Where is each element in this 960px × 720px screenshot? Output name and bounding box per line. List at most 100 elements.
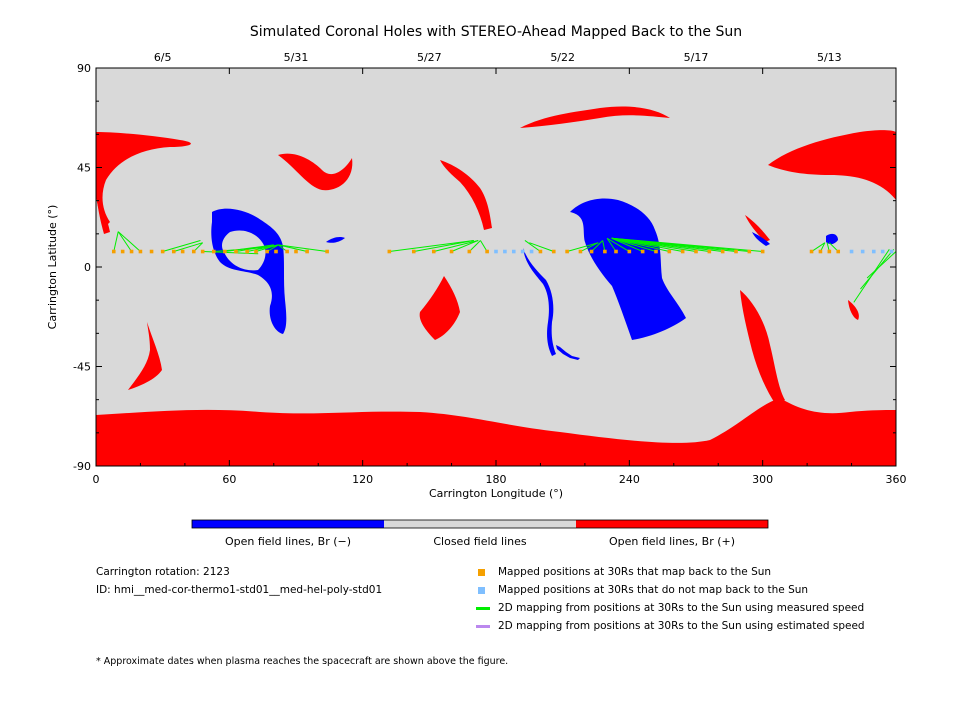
x-tick-label: 120 — [352, 473, 373, 486]
east-arc-negative-region — [523, 248, 556, 356]
measured-speed-segment — [413, 239, 474, 253]
chart-title: Simulated Coronal Holes with STEREO-Ahea… — [250, 24, 742, 40]
mapped-point — [245, 249, 249, 254]
top-date-axis: 6/5 5/31 5/27 5/22 5/17 5/13 — [154, 51, 842, 64]
y-tick-label: 90 — [77, 62, 91, 75]
legend-label-mapped: Mapped positions at 30Rs that map back t… — [498, 566, 772, 578]
mapped-point — [171, 249, 176, 254]
y-tick-label: -45 — [73, 361, 91, 374]
mapped-point — [720, 249, 725, 254]
mapped-point — [589, 249, 594, 254]
mapped-point — [387, 249, 392, 254]
x-axis-label: Carrington Longitude (°) — [429, 487, 563, 500]
colorbar-closed — [384, 520, 576, 528]
mapped-point — [285, 249, 289, 254]
model-id-text: ID: hmi__med-cor-thermo1-std01__med-hel-… — [96, 584, 383, 596]
mapped-point — [551, 249, 556, 254]
measured-speed-segment — [266, 244, 279, 252]
mapped-point — [747, 249, 752, 254]
y-tick-label: 0 — [84, 261, 91, 274]
mapped-point — [680, 249, 685, 254]
north-arc-positive-region — [278, 153, 353, 191]
measured-speed-segment — [591, 240, 604, 252]
colorbar-negative — [192, 520, 384, 528]
legend-swatch-measured-speed — [476, 607, 490, 610]
measured-speed-segment — [602, 240, 606, 252]
measured-speed-segment — [524, 240, 541, 252]
unmapped-point — [529, 249, 534, 254]
x-tick-label: 360 — [886, 473, 907, 486]
x-tick-label: 300 — [752, 473, 773, 486]
south-polar-positive-region — [96, 398, 896, 466]
unmapped-point — [494, 249, 498, 254]
far-east-negative-region — [826, 233, 838, 245]
x-tick-label: 60 — [222, 473, 236, 486]
legend-swatch-estimated-speed — [476, 625, 490, 628]
mapped-point — [694, 249, 698, 254]
legend-swatch-mapped — [478, 569, 485, 576]
measured-speed-segment — [235, 244, 274, 253]
measured-speed-segment — [606, 237, 617, 252]
mapped-point — [111, 249, 116, 254]
mapped-points — [111, 249, 894, 254]
unmapped-point — [871, 249, 876, 254]
west-negative-region — [211, 208, 287, 334]
top-date-label: 5/31 — [284, 51, 309, 64]
mapped-point — [836, 249, 841, 254]
mapped-point — [191, 249, 196, 254]
mapped-point — [294, 249, 298, 254]
measured-speed-segment — [173, 242, 203, 253]
mapped-point — [180, 249, 185, 254]
unmapped-point — [520, 249, 525, 254]
mapped-point — [305, 249, 309, 254]
mapped-point — [627, 249, 632, 254]
legend-label-estimated-speed: 2D mapping from positions at 30Rs to the… — [498, 620, 865, 632]
mapped-point — [160, 249, 165, 254]
x-tick-label: 240 — [619, 473, 640, 486]
mapped-point — [265, 249, 269, 254]
unmapped-point — [889, 249, 894, 254]
top-date-label: 6/5 — [154, 51, 172, 64]
measured-speed-segment — [255, 244, 279, 253]
south-lobe-positive-region — [740, 290, 785, 405]
mapped-point — [818, 249, 823, 254]
measured-speed-segment — [611, 237, 643, 252]
measured-speed-segment — [451, 240, 479, 252]
unmapped-point — [511, 249, 516, 254]
colorbar-frame — [191, 519, 769, 529]
mapped-point — [640, 249, 645, 254]
east-dots-negative-region — [556, 345, 580, 360]
measured-speed-segment — [117, 231, 132, 252]
northeast-small-positive-region — [745, 215, 770, 242]
mapped-point — [538, 249, 543, 254]
colorbar-label-closed: Closed field lines — [433, 535, 527, 548]
unmapped-point — [503, 249, 507, 254]
mapped-point — [129, 249, 134, 254]
measured-speed-segment — [580, 242, 599, 252]
mid-south-arc-positive-region — [439, 292, 452, 326]
mapped-point — [274, 249, 278, 254]
northwest-arc-positive-region — [96, 190, 110, 234]
northwest-positive-region — [96, 132, 191, 226]
measured-speed-segment — [480, 240, 488, 252]
east-strip-negative-region — [752, 232, 770, 246]
y-axis-label: Carrington Latitude (°) — [46, 205, 59, 330]
colorbar-positive — [576, 520, 768, 528]
mapped-point — [234, 249, 238, 254]
x-tick-label: 0 — [93, 473, 100, 486]
top-date-label: 5/13 — [817, 51, 842, 64]
top-date-label: 5/22 — [550, 51, 575, 64]
mapped-point — [707, 249, 712, 254]
carrington-rotation-text: Carrington rotation: 2123 — [96, 566, 230, 578]
y-tick-label: -90 — [73, 460, 91, 473]
mapped-point — [603, 249, 607, 254]
measured-speed-segment — [811, 242, 826, 252]
measured-speed-segment — [389, 239, 474, 253]
north-thin-positive-region — [520, 106, 670, 128]
mapped-point — [325, 249, 329, 254]
mapped-point — [200, 249, 205, 254]
legend-label-unmapped: Mapped positions at 30Rs that do not map… — [498, 584, 809, 596]
unmapped-point — [849, 249, 854, 254]
mapped-point — [223, 249, 227, 254]
